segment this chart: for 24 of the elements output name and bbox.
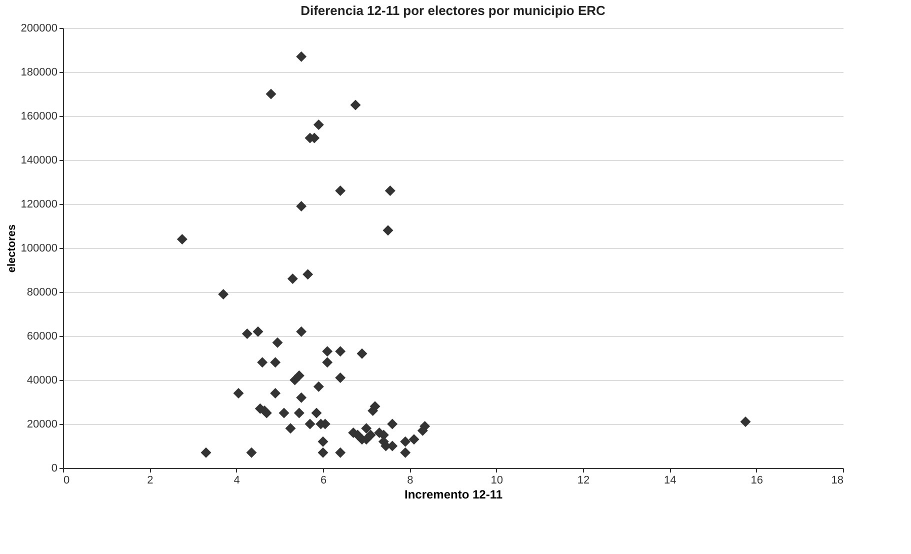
y-tick-label: 100000	[20, 242, 58, 254]
y-tick-label: 40000	[26, 374, 58, 386]
y-tick-label: 80000	[26, 286, 58, 298]
x-tick-label: 16	[750, 474, 763, 486]
x-tick-label: 4	[234, 474, 240, 486]
x-tick-label: 0	[64, 474, 70, 486]
y-tick-label: 20000	[26, 418, 58, 430]
x-tick-label: 8	[407, 474, 414, 486]
x-tick-label: 12	[577, 474, 590, 486]
x-tick-label: 10	[490, 474, 503, 486]
y-tick-label: 180000	[20, 66, 58, 78]
chart-title: Diferencia 12-11 por electores por municipio ERC	[300, 3, 606, 18]
x-tick-label: 2	[147, 474, 154, 486]
y-tick-label: 0	[51, 462, 58, 474]
x-axis-title: Incremento 12-11	[404, 488, 503, 502]
y-tick-label: 140000	[20, 154, 58, 166]
x-tick-label: 6	[320, 474, 327, 486]
x-tick-label: 18	[831, 474, 844, 486]
x-tick-label: 14	[664, 474, 676, 486]
y-tick-label: 120000	[20, 198, 58, 210]
y-tick-label: 200000	[20, 22, 58, 34]
y-axis-title: electores	[6, 224, 18, 273]
y-tick-label: 160000	[20, 110, 58, 122]
y-tick-label: 60000	[26, 330, 58, 342]
